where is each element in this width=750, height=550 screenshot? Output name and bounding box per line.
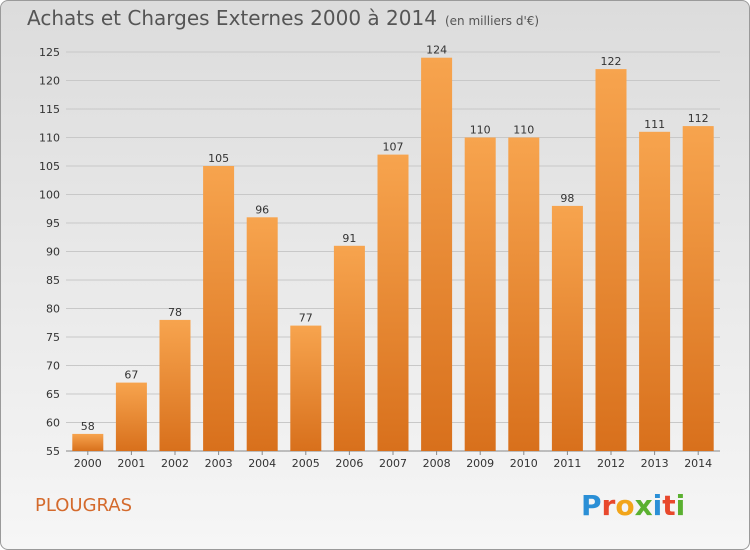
data-label: 91 bbox=[342, 232, 356, 245]
y-tick-label: 55 bbox=[46, 445, 60, 458]
x-tick-label: 2007 bbox=[379, 457, 407, 470]
x-tick-label: 2003 bbox=[205, 457, 233, 470]
y-tick-label: 65 bbox=[46, 388, 60, 401]
y-tick-label: 110 bbox=[39, 132, 60, 145]
logo-letter: x bbox=[634, 489, 653, 522]
x-tick-label: 2009 bbox=[466, 457, 494, 470]
data-label: 78 bbox=[168, 306, 182, 319]
bar bbox=[421, 57, 453, 451]
x-tick-label: 2010 bbox=[510, 457, 538, 470]
y-tick-label: 60 bbox=[46, 417, 60, 430]
data-label: 111 bbox=[644, 118, 665, 131]
y-tick-label: 70 bbox=[46, 360, 60, 373]
x-tick-label: 2004 bbox=[248, 457, 276, 470]
x-tick-label: 2013 bbox=[641, 457, 669, 470]
y-tick-label: 80 bbox=[46, 303, 60, 316]
bar bbox=[159, 319, 191, 451]
bar bbox=[639, 131, 671, 452]
bar bbox=[551, 205, 583, 451]
logo-letter: r bbox=[601, 489, 616, 522]
x-tick-label: 2008 bbox=[423, 457, 451, 470]
bar bbox=[115, 382, 147, 451]
bar bbox=[290, 325, 322, 451]
bar bbox=[72, 433, 104, 451]
data-label: 58 bbox=[81, 420, 95, 433]
y-tick-label: 115 bbox=[39, 103, 60, 116]
y-tick-label: 105 bbox=[39, 160, 60, 173]
data-label: 112 bbox=[688, 112, 709, 125]
logo-letter: P bbox=[581, 489, 602, 522]
y-tick-label: 90 bbox=[46, 246, 60, 259]
x-tick-label: 2006 bbox=[335, 457, 363, 470]
bar bbox=[595, 69, 627, 451]
commune-name: PLOUGRAS bbox=[35, 495, 133, 516]
data-label: 98 bbox=[560, 192, 574, 205]
chart-title: Achats et Charges Externes 2000 à 2014 (e… bbox=[27, 6, 539, 30]
bar bbox=[333, 245, 365, 451]
bar bbox=[203, 166, 235, 451]
y-tick-label: 100 bbox=[39, 189, 60, 202]
logo-letter: i bbox=[675, 489, 686, 522]
data-label: 67 bbox=[124, 369, 138, 382]
x-tick-label: 2011 bbox=[553, 457, 581, 470]
x-tick-label: 2012 bbox=[597, 457, 625, 470]
y-tick-label: 75 bbox=[46, 331, 60, 344]
data-label: 124 bbox=[426, 44, 447, 57]
data-label: 96 bbox=[255, 203, 269, 216]
data-label: 77 bbox=[299, 312, 313, 325]
data-label: 110 bbox=[513, 124, 534, 137]
data-label: 107 bbox=[383, 141, 404, 154]
proxiti-logo: Proxiti bbox=[581, 489, 685, 522]
bar bbox=[682, 126, 714, 451]
x-tick-label: 2005 bbox=[292, 457, 320, 470]
data-label: 105 bbox=[208, 152, 229, 165]
data-label: 122 bbox=[601, 55, 622, 68]
bar bbox=[246, 217, 278, 451]
x-tick-label: 2001 bbox=[117, 457, 145, 470]
y-tick-label: 95 bbox=[46, 217, 60, 230]
logo-letter: t bbox=[662, 489, 676, 522]
y-tick-label: 125 bbox=[39, 46, 60, 59]
y-tick-label: 85 bbox=[46, 274, 60, 287]
bar bbox=[464, 137, 496, 451]
x-tick-label: 2014 bbox=[684, 457, 712, 470]
logo-letter: o bbox=[615, 489, 635, 522]
logo-letter: i bbox=[652, 489, 663, 522]
data-label: 110 bbox=[470, 124, 491, 137]
title-text: Achats et Charges Externes 2000 à 2014 bbox=[27, 6, 437, 30]
x-tick-label: 2000 bbox=[74, 457, 102, 470]
bar bbox=[508, 137, 540, 451]
bar bbox=[377, 154, 409, 451]
x-tick-label: 2002 bbox=[161, 457, 189, 470]
y-tick-label: 120 bbox=[39, 75, 60, 88]
unit-text: (en milliers d'€) bbox=[444, 14, 540, 28]
